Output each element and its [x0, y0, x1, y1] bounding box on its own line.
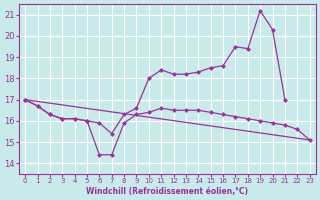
X-axis label: Windchill (Refroidissement éolien,°C): Windchill (Refroidissement éolien,°C)	[86, 187, 248, 196]
